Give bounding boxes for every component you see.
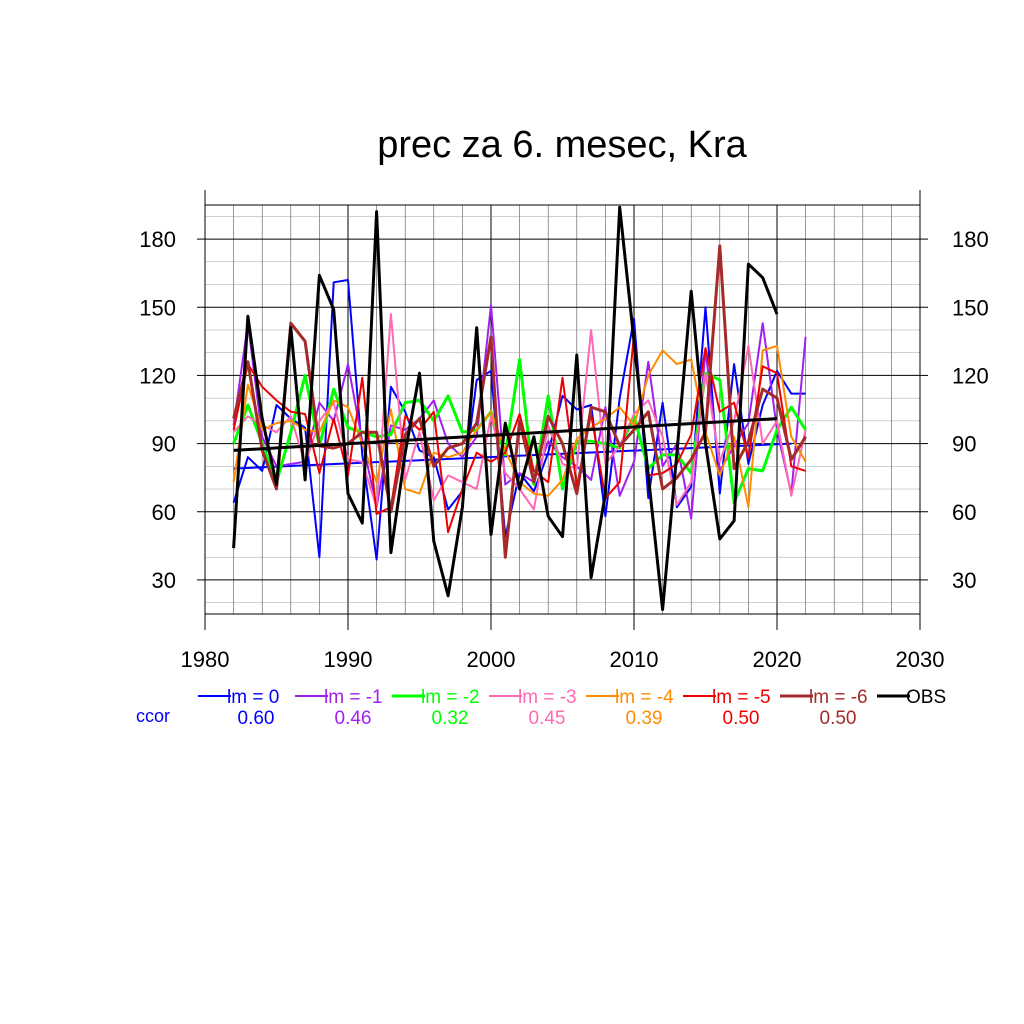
y-tick-label-right: 90	[952, 432, 976, 457]
legend-ccor-5: 0.50	[723, 708, 760, 729]
x-tick-label: 2010	[610, 647, 659, 672]
y-tick-label-right: 30	[952, 568, 976, 593]
series-line-7	[232, 205, 779, 611]
chart-title: prec za 6. mesec, Kra	[377, 124, 747, 166]
y-tick-label-right: 150	[952, 295, 989, 320]
x-tick-label: 1990	[324, 647, 373, 672]
legend-label-3: lm = -3	[518, 687, 577, 708]
legend-label-6: lm = -6	[809, 687, 868, 708]
legend-ccor-1: 0.46	[335, 708, 372, 729]
axes: 30 30 60 60 90 90 120 120 150 150 180 180 1980 1990 20…	[139, 190, 989, 672]
y-tick-label-left: 30	[152, 568, 176, 593]
series-line-1	[232, 304, 807, 520]
legend-ccor-0: 0.60	[238, 708, 275, 729]
legend-label-5: lm = -5	[712, 687, 771, 708]
legend-label-4: lm = -4	[615, 687, 674, 708]
legend-label-1: lm = -1	[324, 687, 383, 708]
y-tick-label-right: 60	[952, 500, 976, 525]
y-tick-label-left: 60	[152, 500, 176, 525]
y-tick-label-left: 150	[139, 295, 176, 320]
y-tick-label-left: 180	[139, 227, 176, 252]
legend-ccor-2: 0.32	[432, 708, 469, 729]
legend-label-0: lm = 0	[227, 687, 279, 708]
legend-label-2: lm = -2	[421, 687, 480, 708]
legend: ccor lm = 00.60 lm = -10.46 lm = -20.32 lm =…	[136, 687, 946, 729]
y-tick-label-left: 90	[152, 432, 176, 457]
x-tick-label: 2000	[467, 647, 516, 672]
x-tick-label: 1980	[181, 647, 230, 672]
x-tick-label: 2020	[753, 647, 802, 672]
y-tick-label-right: 180	[952, 227, 989, 252]
ccor-label: ccor	[136, 706, 170, 726]
series-layer	[232, 205, 807, 611]
legend-ccor-4: 0.39	[626, 708, 663, 729]
legend-ccor-3: 0.45	[529, 708, 566, 729]
series-line-6	[232, 244, 807, 559]
legend-label-7: OBS	[906, 687, 946, 708]
y-tick-label-left: 120	[139, 363, 176, 388]
legend-ccor-6: 0.50	[820, 708, 857, 729]
trend-line-7	[233, 417, 778, 452]
x-tick-label: 2030	[896, 647, 945, 672]
y-tick-label-right: 120	[952, 363, 989, 388]
